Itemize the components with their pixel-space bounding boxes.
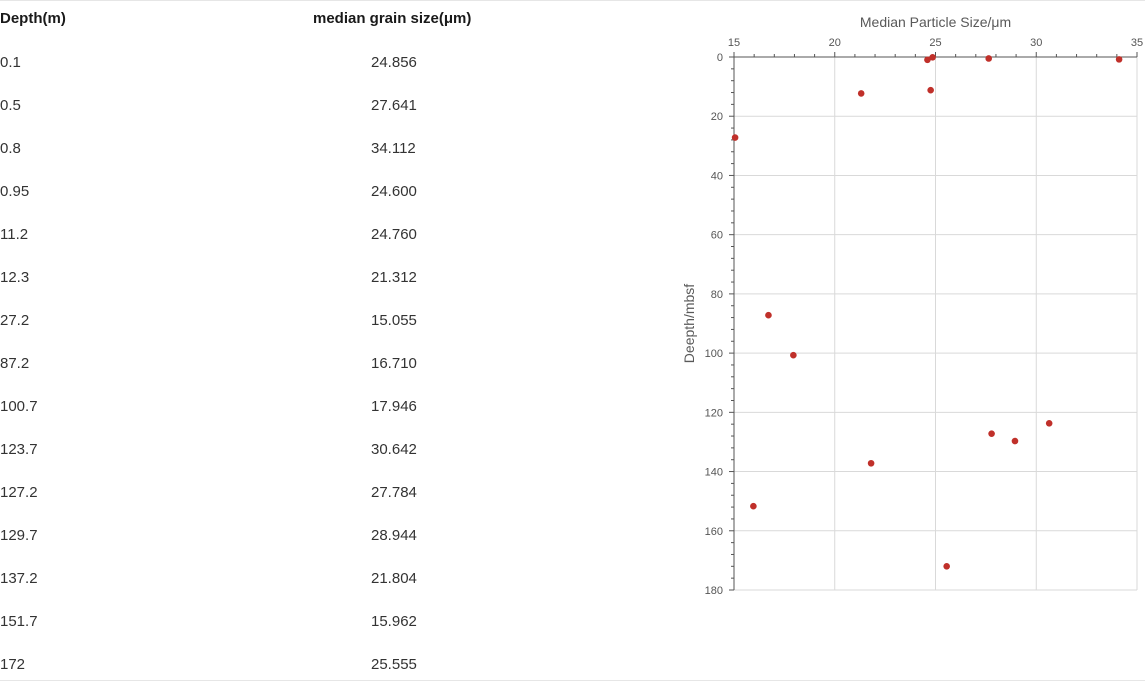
data-point	[867, 459, 875, 467]
table-row: 87.2 16.710	[0, 355, 560, 398]
table-row: 0.5 27.641	[0, 97, 560, 140]
data-point	[1045, 419, 1053, 427]
x-tick-label: 25	[929, 37, 941, 49]
depth-cell: 129.7	[0, 527, 38, 544]
depth-cell: 123.7	[0, 441, 38, 458]
depth-cell: 137.2	[0, 570, 38, 587]
grain-size-cell: 24.600	[371, 183, 417, 200]
data-point	[943, 563, 950, 570]
table-row: 137.2 21.804	[0, 570, 560, 613]
y-tick-label: 180	[705, 585, 723, 597]
grain-size-cell: 30.642	[371, 441, 417, 458]
grain-size-cell: 27.784	[371, 484, 417, 501]
y-tick-label: 20	[711, 111, 723, 123]
depth-cell: 12.3	[0, 269, 30, 286]
table-row: 27.2 15.055	[0, 312, 560, 355]
y-tick-label: 100	[705, 348, 723, 360]
data-point	[1115, 56, 1123, 63]
page: Depth(m) median grain size(μm) 0.1 24.856…	[0, 0, 1145, 681]
data-point	[985, 55, 993, 62]
table-row: 11.2 24.760	[0, 226, 560, 269]
y-axis-label: Deepth/mbsf	[681, 284, 697, 363]
grain-size-cell: 16.710	[371, 355, 417, 372]
x-tick-label: 35	[1131, 37, 1143, 49]
grain-size-column-header: median grain size(μm)	[313, 10, 472, 27]
table-row: 0.95 24.600	[0, 183, 560, 226]
depth-cell: 151.7	[0, 613, 38, 630]
depth-cell: 27.2	[0, 312, 30, 329]
y-tick-label: 160	[705, 526, 723, 538]
y-tick-label: 40	[711, 170, 723, 182]
data-point	[929, 53, 936, 61]
data-point	[765, 311, 772, 319]
depth-cell: 172	[0, 656, 26, 673]
x-tick-label: 30	[1030, 37, 1042, 49]
grain-size-cell: 17.946	[371, 398, 417, 415]
y-tick-label: 0	[717, 52, 723, 64]
data-point	[790, 351, 797, 359]
grain-size-cell: 27.641	[371, 97, 417, 114]
y-tick-label: 80	[711, 289, 723, 301]
depth-cell: 0.8	[0, 140, 21, 157]
bottom-divider	[0, 680, 1145, 681]
table-row: 0.1 24.856	[0, 54, 560, 97]
depth-cell: 0.5	[0, 97, 21, 114]
table-row: 100.7 17.946	[0, 398, 560, 441]
x-tick-label: 20	[829, 37, 841, 49]
depth-cell: 11.2	[0, 226, 29, 243]
chart-title: Median Particle Size/μm	[860, 14, 1011, 30]
depth-column-header: Depth(m)	[0, 10, 66, 27]
table-row: 129.7 28.944	[0, 527, 560, 570]
data-point	[927, 86, 934, 94]
data-point	[857, 90, 865, 97]
data-point	[988, 430, 995, 437]
grain-size-cell: 24.760	[371, 226, 417, 243]
depth-cell: 127.2	[0, 484, 38, 501]
data-point	[731, 134, 739, 141]
data-point	[750, 502, 757, 510]
table-row: 123.7 30.642	[0, 441, 560, 484]
grain-size-cell: 24.856	[371, 54, 417, 71]
x-tick-label: 15	[728, 37, 740, 49]
y-tick-label: 60	[711, 230, 723, 242]
top-divider	[0, 0, 1145, 1]
table-row: 172 25.555	[0, 656, 560, 699]
scatter-chart: 15 20 25 30 35 0 20 40 60 80 100 120 140 160 180 Median…	[670, 0, 1145, 620]
table-row: 0.8 34.112	[0, 140, 560, 183]
grain-size-cell: 21.312	[371, 269, 417, 286]
table-row: 151.7 15.962	[0, 613, 560, 656]
depth-cell: 0.95	[0, 183, 30, 200]
grain-size-cell: 28.944	[371, 527, 417, 544]
y-tick-label: 140	[705, 467, 723, 479]
table-row: 127.2 27.784	[0, 484, 560, 527]
y-tick-label: 120	[705, 407, 723, 419]
grain-size-cell: 21.804	[371, 570, 417, 587]
depth-cell: 87.2	[0, 355, 30, 372]
chart-svg: 15 20 25 30 35 0 20 40 60 80 100 120 140 160 180 Median…	[681, 14, 1143, 597]
grain-size-cell: 15.962	[371, 613, 417, 630]
data-point	[924, 56, 931, 64]
grain-size-cell: 34.112	[371, 140, 416, 157]
depth-cell: 100.7	[0, 398, 38, 415]
data-point	[1011, 437, 1019, 445]
grain-size-cell: 25.555	[371, 656, 417, 673]
table-row: 12.3 21.312	[0, 269, 560, 312]
depth-cell: 0.1	[0, 54, 21, 71]
grain-size-cell: 15.055	[371, 312, 417, 329]
